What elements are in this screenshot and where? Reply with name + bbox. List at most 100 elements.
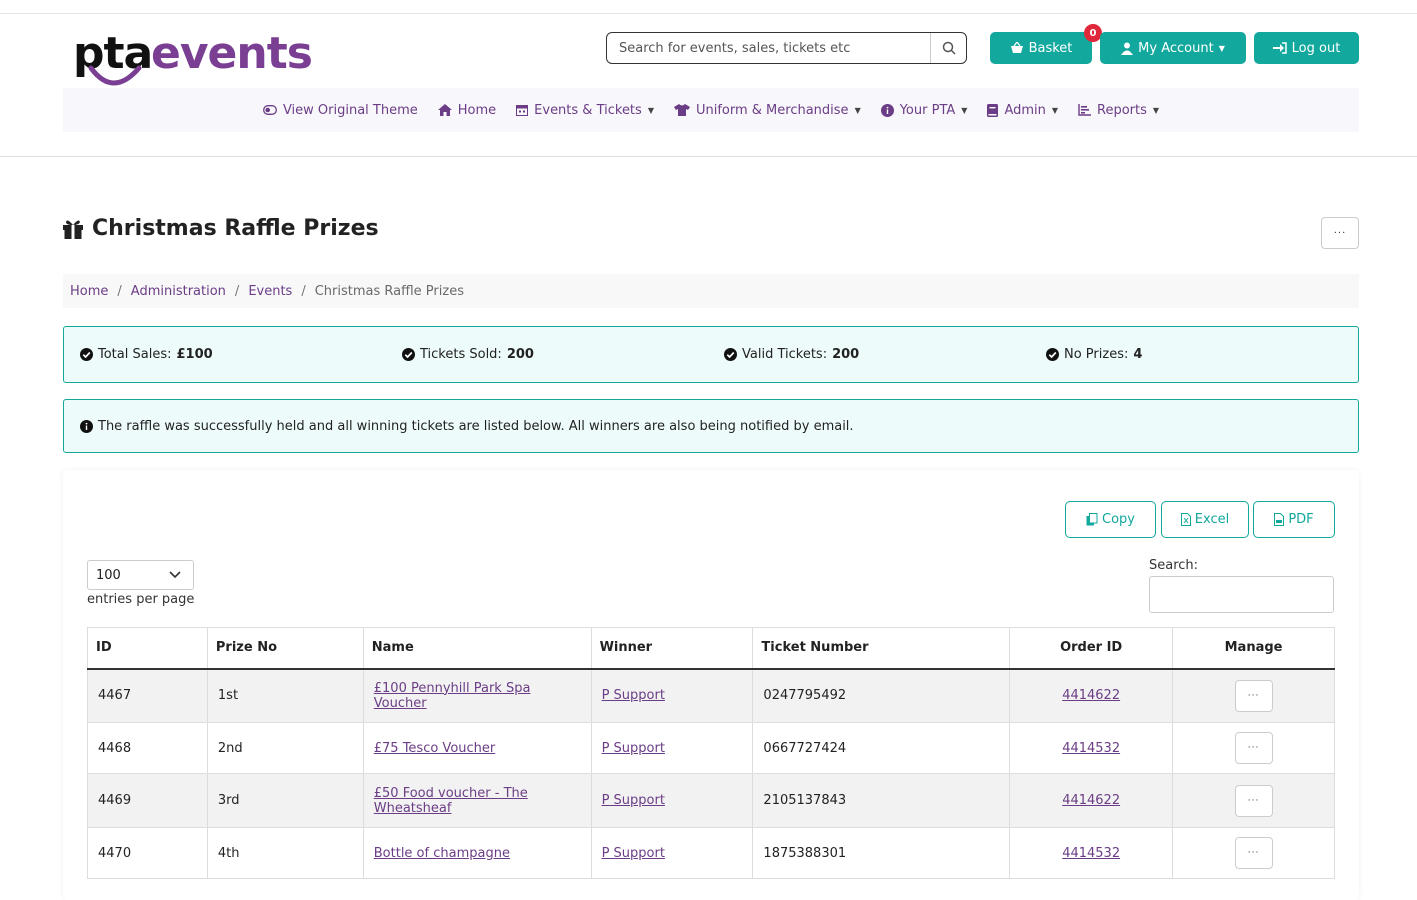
prize-name-link[interactable]: Bottle of champagne	[373, 845, 510, 861]
my-account-button[interactable]: My Account ▼	[1100, 32, 1246, 64]
search-icon[interactable]	[930, 33, 966, 63]
winner-link[interactable]: P Support	[601, 793, 665, 808]
copy-button[interactable]: Copy	[1065, 501, 1156, 538]
cell-order-id: 4414622	[1009, 668, 1174, 723]
nav-label: Uniform & Merchandise	[695, 102, 849, 118]
stat-value: 200	[506, 347, 534, 362]
basket-button[interactable]: Basket	[990, 32, 1092, 64]
breadcrumb-events[interactable]: Events	[248, 283, 293, 299]
cell-name: £100 Pennyhill Park Spa Voucher	[362, 668, 592, 723]
nav-item-home[interactable]: Home	[428, 103, 506, 118]
page-title-text: Christmas Raffle Prizes	[92, 216, 379, 241]
row-manage-button[interactable]: ···	[1234, 837, 1273, 869]
nav-item-your-pta[interactable]: Your PTA ▼	[871, 103, 978, 118]
column-header-name[interactable]: Name	[362, 627, 592, 670]
pdf-button[interactable]: PDF	[1253, 501, 1335, 538]
file-excel-icon	[1180, 513, 1191, 526]
my-account-label: My Account	[1138, 40, 1214, 56]
column-header-ticket-number[interactable]: Ticket Number	[752, 627, 1011, 670]
row-manage-button[interactable]: ···	[1234, 679, 1273, 712]
check-circle-icon	[724, 348, 737, 361]
caret-down-icon: ▼	[961, 105, 968, 115]
cell-ticket-number: 0247795492	[752, 668, 1011, 723]
breadcrumb-administration[interactable]: Administration	[130, 283, 226, 299]
stat-valid-tickets: Valid Tickets: 200	[708, 347, 1030, 362]
main-nav: View Original Theme Home Events & Ticket…	[63, 88, 1359, 132]
basket-icon	[1010, 42, 1023, 53]
caret-down-icon: ▼	[647, 105, 654, 115]
order-id-link[interactable]: 4414532	[1062, 740, 1121, 756]
nav-item-uniform-merchandise[interactable]: Uniform & Merchandise ▼	[664, 103, 871, 118]
cell-order-id: 4414532	[1009, 827, 1174, 879]
raffle-stats-panel: Total Sales: £100 Tickets Sold: 200 Vali…	[63, 326, 1359, 383]
stat-tickets-sold: Tickets Sold: 200	[386, 347, 708, 362]
copy-label: Copy	[1102, 512, 1135, 527]
cell-ticket-number: 0667727424	[752, 722, 1011, 774]
table-header-row: ID Prize No Name Winner Ticket Number Or…	[87, 627, 1335, 670]
logo-smile-icon	[88, 65, 142, 86]
cell-winner: P Support	[590, 668, 754, 723]
cell-manage: ···	[1172, 722, 1335, 774]
stat-value: 200	[832, 347, 860, 362]
breadcrumb-separator: /	[301, 283, 306, 299]
cell-id: 4469	[87, 773, 208, 828]
breadcrumb-home[interactable]: Home	[70, 283, 109, 299]
entries-per-page-label: entries per page	[87, 592, 195, 607]
prize-name-link[interactable]: £50 Food voucher - The Wheatsheaf	[373, 785, 528, 816]
caret-down-icon: ▼	[1152, 105, 1160, 115]
prize-name-link[interactable]: £100 Pennyhill Park Spa Voucher	[373, 680, 531, 711]
breadcrumb: Home / Administration / Events / Christm…	[63, 274, 1359, 308]
cell-manage: ···	[1172, 827, 1335, 879]
cell-prize-no: 1st	[206, 668, 364, 723]
prize-name-link[interactable]: £75 Tesco Voucher	[373, 740, 496, 756]
page-options-button[interactable]: ···	[1321, 217, 1359, 249]
winner-link[interactable]: P Support	[601, 688, 665, 704]
cell-winner: P Support	[590, 722, 754, 774]
excel-button[interactable]: Excel	[1161, 501, 1249, 538]
order-id-link[interactable]: 4414622	[1062, 793, 1121, 808]
column-header-manage: Manage	[1172, 627, 1335, 670]
caret-down-icon: ▼	[1051, 105, 1059, 115]
nav-item-view-original-theme[interactable]: View Original Theme	[253, 103, 428, 118]
column-header-id[interactable]: ID	[87, 627, 208, 670]
page-title: Christmas Raffle Prizes	[62, 216, 379, 241]
entries-value: 100	[96, 567, 121, 583]
nav-label: Reports	[1097, 102, 1147, 118]
breadcrumb-current: Christmas Raffle Prizes	[314, 283, 464, 299]
order-id-link[interactable]: 4414622	[1062, 688, 1121, 704]
search-placeholder: Search for events, sales, tickets etc	[619, 40, 851, 56]
check-circle-icon	[80, 348, 93, 361]
column-header-winner[interactable]: Winner	[590, 627, 754, 670]
column-header-prize-no[interactable]: Prize No	[206, 627, 364, 670]
column-header-order-id[interactable]: Order ID	[1009, 627, 1174, 670]
logout-button[interactable]: Log out	[1254, 32, 1359, 64]
table-row: 4469 3rd £50 Food voucher - The Wheatshe…	[87, 773, 1335, 828]
nav-item-reports[interactable]: Reports ▼	[1068, 103, 1169, 118]
row-manage-button[interactable]: ···	[1234, 732, 1273, 764]
stat-label: No Prizes:	[1064, 347, 1129, 362]
user-icon	[1121, 42, 1134, 55]
nav-label: Your PTA	[899, 102, 956, 118]
site-search-input[interactable]: Search for events, sales, tickets etc	[606, 32, 967, 64]
order-id-link[interactable]: 4414532	[1062, 845, 1121, 861]
prizes-table: ID Prize No Name Winner Ticket Number Or…	[87, 627, 1335, 879]
nav-item-events-tickets[interactable]: Events & Tickets ▼	[506, 103, 664, 118]
pta-events-logo[interactable]: pta events	[73, 28, 313, 109]
site-header: pta events	[0, 14, 1417, 157]
chevron-down-icon	[169, 571, 181, 579]
stat-no-prizes: No Prizes: 4	[1030, 347, 1352, 362]
winner-link[interactable]: P Support	[601, 845, 665, 861]
entries-per-page-select[interactable]: 100	[87, 560, 194, 590]
winner-link[interactable]: P Support	[601, 740, 665, 756]
cell-winner: P Support	[590, 773, 754, 828]
excel-label: Excel	[1194, 512, 1230, 527]
logo-text-events: events	[151, 28, 313, 79]
check-circle-icon	[402, 348, 415, 361]
nav-label: Events & Tickets	[534, 102, 642, 118]
table-search-input[interactable]	[1149, 576, 1334, 613]
logout-label: Log out	[1291, 40, 1341, 56]
nav-item-admin[interactable]: Admin ▼	[977, 103, 1068, 118]
row-manage-button[interactable]: ···	[1234, 784, 1273, 817]
chart-icon	[1078, 104, 1092, 116]
top-divider	[0, 13, 1417, 14]
